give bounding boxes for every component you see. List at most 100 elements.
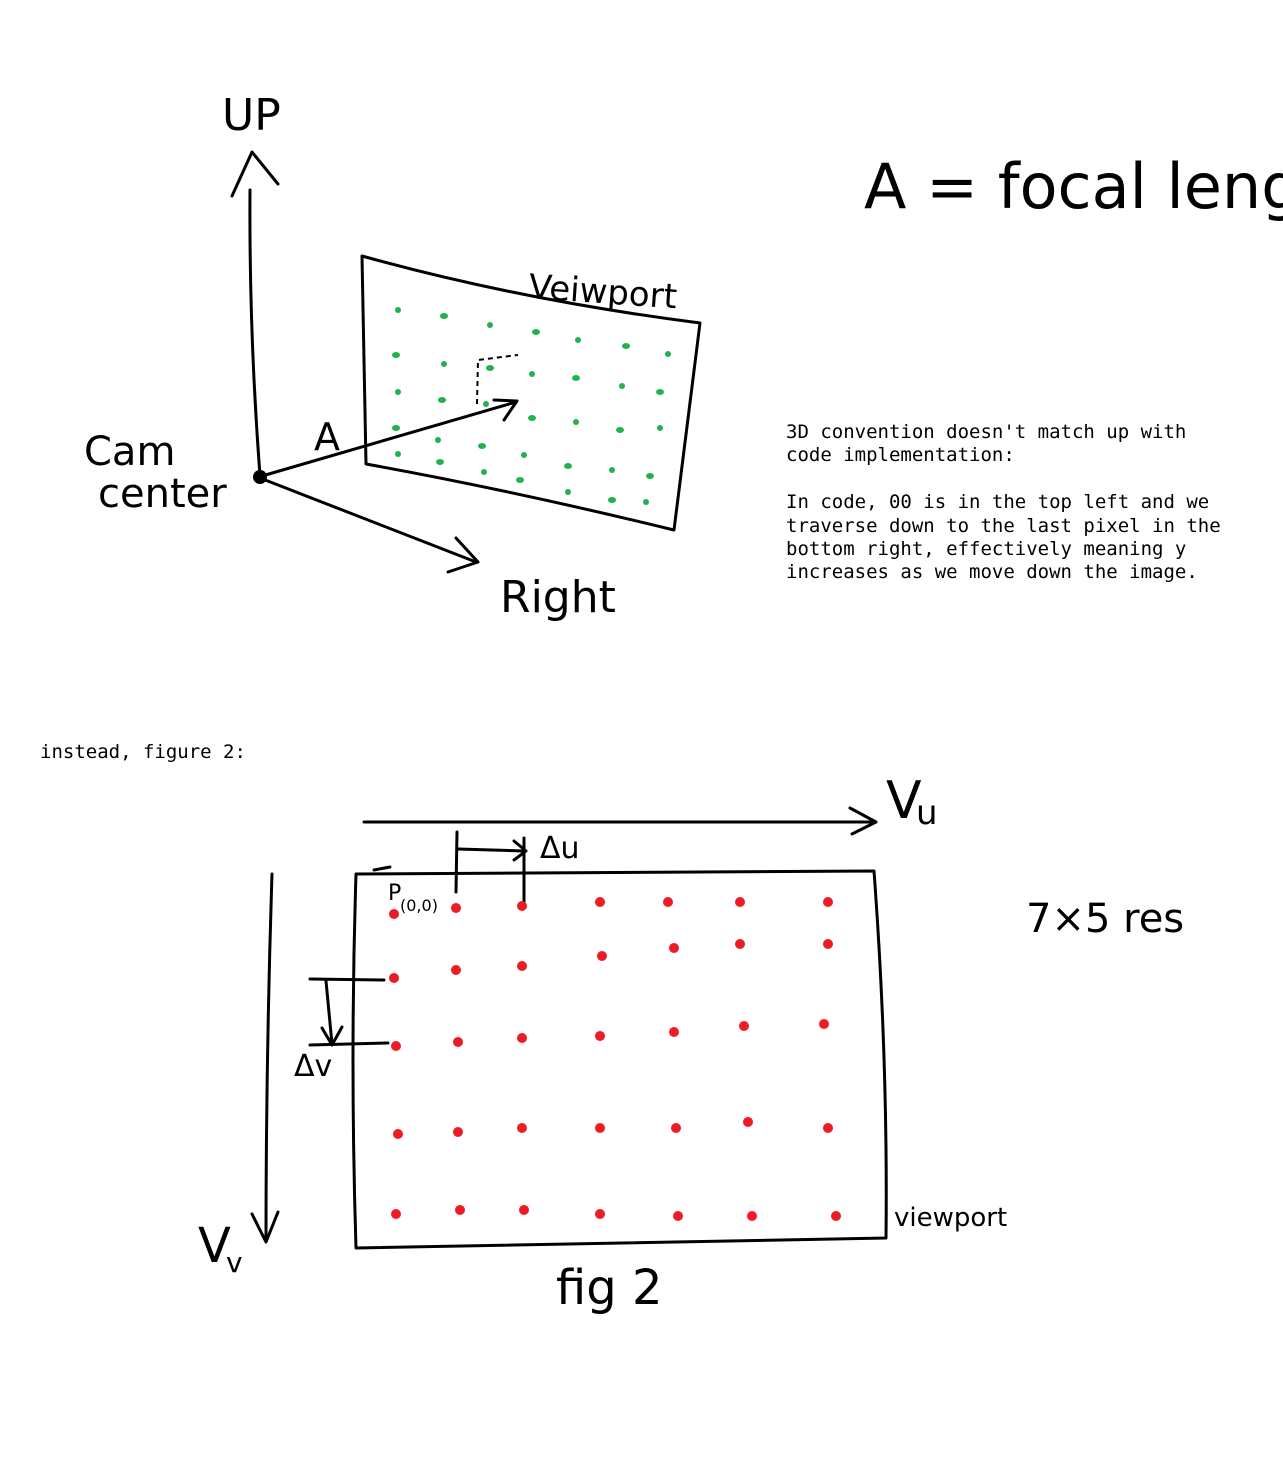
viewport-dot xyxy=(392,425,400,431)
pixel-dot xyxy=(519,1205,529,1215)
viewport-dot xyxy=(609,467,615,473)
viewport-dot xyxy=(528,415,536,421)
viewport-dot xyxy=(665,351,671,357)
viewport-dot xyxy=(478,443,486,449)
viewport-dot xyxy=(521,452,527,458)
pixel-dot xyxy=(389,973,399,983)
focal-vector-line xyxy=(260,400,518,478)
pixel-dot xyxy=(823,897,833,907)
up-axis-line xyxy=(248,188,262,478)
camera-center-point xyxy=(253,470,267,484)
pixel-dot xyxy=(595,1123,605,1133)
pixel-dot xyxy=(673,1211,683,1221)
right-axis-label: Right xyxy=(500,572,616,623)
viewport-dot xyxy=(657,425,663,431)
convention-note-line2: In code, 00 is in the top left and we tr… xyxy=(786,491,1221,584)
viewport-dot xyxy=(573,419,579,425)
viewport-label: Veiwport xyxy=(527,267,678,317)
pixel-dot xyxy=(517,1123,527,1133)
focal-length-definition: A = focal length xyxy=(864,150,1283,223)
viewport-dot xyxy=(619,383,625,389)
viewport-dot xyxy=(532,329,540,335)
up-axis-arrowhead xyxy=(230,150,280,198)
delta-v-top-tick xyxy=(308,977,386,982)
vv-axis-line xyxy=(264,872,274,1242)
viewport-pixel-grid xyxy=(389,897,841,1221)
pixel-dot xyxy=(455,1205,465,1215)
pixel-dot xyxy=(595,897,605,907)
pixel-dot xyxy=(595,1031,605,1041)
figure-2-caption: fig 2 xyxy=(556,1260,663,1316)
viewport-rectangle-tick xyxy=(372,865,392,872)
right-axis-line xyxy=(258,476,478,564)
vv-axis-subscript: v xyxy=(226,1246,243,1279)
viewport-dot xyxy=(565,489,571,495)
pixel-dot xyxy=(823,1123,833,1133)
viewport-rectangle xyxy=(351,869,888,1250)
viewport-dot xyxy=(643,499,649,505)
delta-v-arrow xyxy=(324,979,334,1046)
delta-u-label: Δu xyxy=(540,831,580,866)
viewport-center-guide xyxy=(476,354,519,405)
viewport-dot xyxy=(395,307,401,313)
pixel-dot xyxy=(391,1041,401,1051)
pixel-dot xyxy=(823,939,833,949)
pixel-dot xyxy=(451,965,461,975)
pixel-dot xyxy=(669,1027,679,1037)
viewport-dot xyxy=(608,497,616,503)
vu-axis-subscript: u xyxy=(916,793,938,833)
pixel-dot xyxy=(517,1033,527,1043)
delta-v-label: Δv xyxy=(294,1049,332,1084)
viewport-dot xyxy=(572,375,580,381)
viewport-dot xyxy=(438,397,446,403)
vu-axis-label: V xyxy=(886,771,922,831)
viewport-dot xyxy=(529,371,535,377)
viewport-dot xyxy=(646,473,654,479)
viewport-dot xyxy=(435,437,441,443)
pixel-dot xyxy=(393,1129,403,1139)
figure-2-intro: instead, figure 2: xyxy=(40,741,246,763)
right-axis-arrowhead xyxy=(446,536,480,574)
pixel-dot xyxy=(451,903,461,913)
pixel-dot xyxy=(453,1127,463,1137)
pixel-dot xyxy=(453,1037,463,1047)
viewport-label-fig2: viewport xyxy=(894,1203,1007,1233)
viewport-dot xyxy=(481,469,487,475)
vv-axis-arrowhead xyxy=(250,1210,280,1244)
pixel-dot xyxy=(663,897,673,907)
pixel-dot xyxy=(743,1117,753,1127)
viewport-dot xyxy=(395,451,401,457)
viewport-dot xyxy=(392,352,400,358)
focal-vector-arrowhead xyxy=(492,398,519,422)
vv-axis-label: V xyxy=(198,1218,231,1274)
pixel-dot xyxy=(517,961,527,971)
pixel-dot xyxy=(735,939,745,949)
viewport-dot xyxy=(440,313,448,319)
pixel-dot xyxy=(389,909,399,919)
delta-u-arrow xyxy=(456,847,526,853)
vu-axis-arrowhead xyxy=(848,806,878,836)
delta-v-bottom-tick xyxy=(308,1041,390,1047)
viewport-dot xyxy=(656,389,664,395)
pixel-dot xyxy=(735,897,745,907)
delta-u-left-tick xyxy=(454,830,459,894)
camera-label-line2: center xyxy=(98,471,227,517)
viewport-dot xyxy=(441,361,447,367)
viewport-dot xyxy=(616,427,624,433)
convention-note-line1: 3D convention doesn't match up with code… xyxy=(786,421,1187,467)
up-axis-label: UP xyxy=(222,90,281,141)
pixel-dot xyxy=(669,943,679,953)
pixel-dot xyxy=(739,1021,749,1031)
pixel-dot xyxy=(747,1211,757,1221)
viewport-dot xyxy=(436,459,444,465)
convention-note: 3D convention doesn't match up with code… xyxy=(786,421,1226,585)
viewport-dot xyxy=(486,365,494,371)
resolution-label: 7×5 res xyxy=(1026,896,1184,942)
pixel-dot xyxy=(819,1019,829,1029)
focal-vector-label: A xyxy=(314,415,340,459)
delta-v-arrowhead xyxy=(320,1025,344,1047)
pixel-dot xyxy=(517,901,527,911)
pixel-dot xyxy=(831,1211,841,1221)
viewport-dot xyxy=(395,389,401,395)
